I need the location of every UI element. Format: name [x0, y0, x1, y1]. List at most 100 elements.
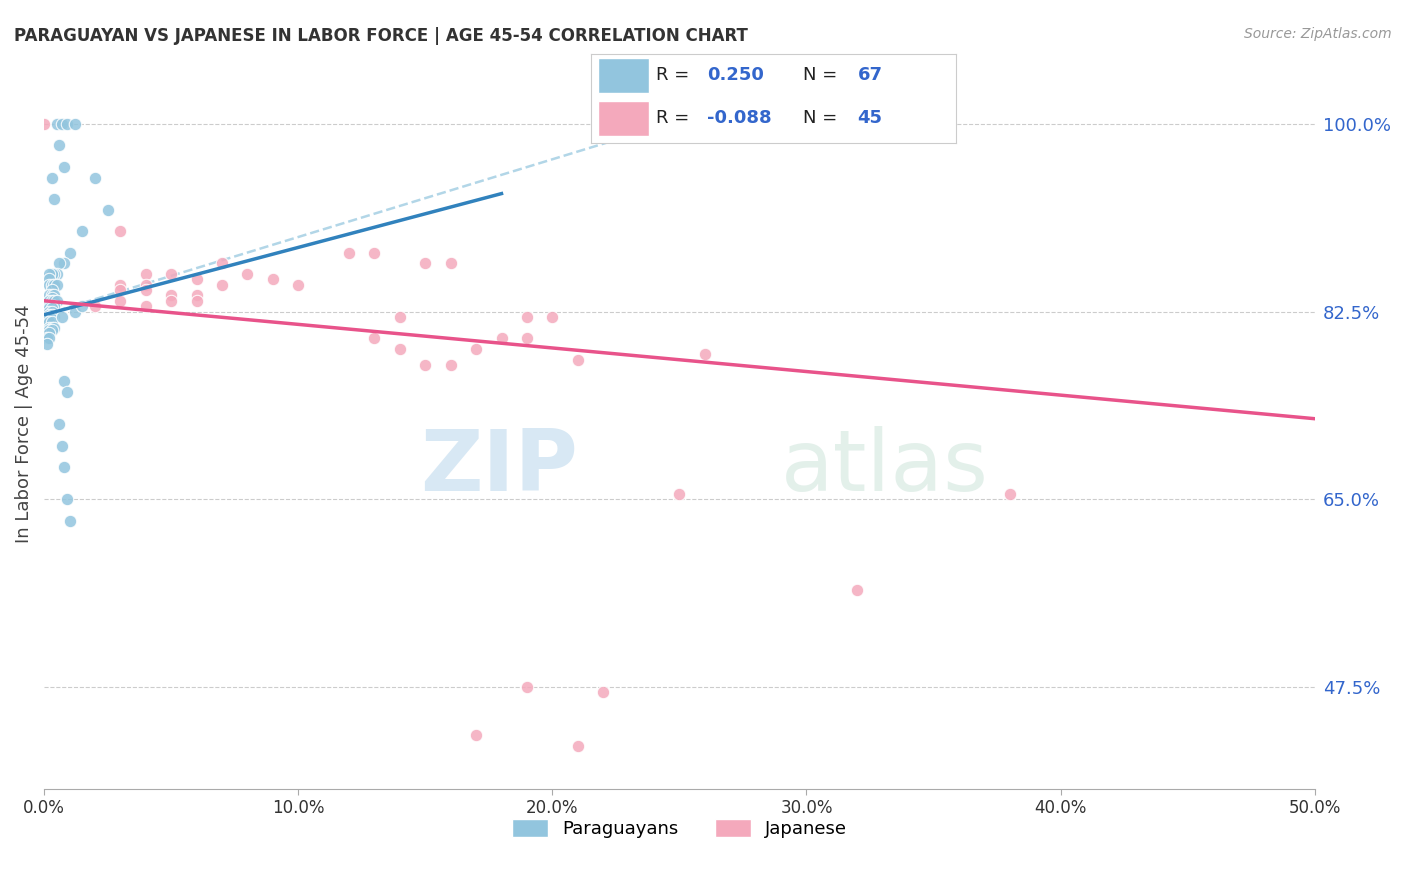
Point [41, 301, 63, 316]
Point [38, 315, 60, 329]
Point [44, 293, 66, 308]
Point [35, 331, 58, 345]
Point [465, 342, 488, 356]
Point [668, 487, 690, 501]
Point [70, 224, 93, 238]
Point [363, 245, 385, 260]
Point [160, 267, 183, 281]
Text: ZIP: ZIP [420, 426, 578, 509]
FancyBboxPatch shape [598, 101, 650, 136]
Point [53, 160, 76, 174]
FancyBboxPatch shape [598, 58, 650, 93]
Point [32, 117, 55, 131]
Point [38, 310, 60, 324]
Text: 0.250: 0.250 [707, 66, 765, 84]
Point [388, 310, 411, 324]
Point [186, 293, 208, 308]
Text: 45: 45 [858, 109, 883, 127]
Point [45, 117, 67, 131]
Point [41, 320, 63, 334]
Point [48, 138, 70, 153]
Point [440, 256, 463, 270]
Point [135, 299, 157, 313]
Point [97, 202, 120, 217]
Point [44, 299, 66, 313]
Point [693, 347, 716, 361]
Point [516, 331, 538, 345]
Point [45, 277, 67, 292]
Point [41, 310, 63, 324]
Point [44, 320, 66, 334]
Point [84, 299, 107, 313]
Point [38, 299, 60, 313]
Y-axis label: In Labor Force | Age 45-54: In Labor Force | Age 45-54 [15, 305, 32, 543]
Point [44, 310, 66, 324]
Point [110, 293, 132, 308]
Point [58, 514, 80, 528]
Point [38, 272, 60, 286]
Point [922, 117, 945, 131]
Point [38, 293, 60, 308]
Point [110, 224, 132, 238]
Point [465, 728, 488, 742]
Point [41, 315, 63, 329]
Text: N =: N = [803, 66, 842, 84]
Point [516, 310, 538, 324]
Point [38, 323, 60, 337]
Point [413, 358, 436, 372]
Text: 67: 67 [858, 66, 883, 84]
Point [135, 283, 157, 297]
Point [63, 304, 86, 318]
Point [41, 291, 63, 305]
Point [38, 312, 60, 326]
Point [53, 256, 76, 270]
Point [38, 308, 60, 322]
Point [56, 117, 79, 131]
Point [48, 417, 70, 431]
Point [211, 277, 233, 292]
Point [41, 308, 63, 322]
Point [56, 492, 79, 507]
Point [56, 384, 79, 399]
Point [592, 685, 614, 699]
Point [135, 277, 157, 292]
Point [63, 117, 86, 131]
Text: R =: R = [657, 109, 696, 127]
Point [51, 438, 73, 452]
Point [41, 283, 63, 297]
Point [38, 301, 60, 316]
Point [41, 288, 63, 302]
Point [388, 342, 411, 356]
Legend: Paraguayans, Japanese: Paraguayans, Japanese [505, 812, 855, 845]
Point [44, 267, 66, 281]
Point [70, 299, 93, 313]
Point [41, 277, 63, 292]
Point [38, 304, 60, 318]
Point [287, 277, 309, 292]
Point [541, 310, 564, 324]
Point [160, 288, 183, 302]
Point [38, 331, 60, 345]
Point [44, 277, 66, 292]
Point [41, 170, 63, 185]
Point [41, 304, 63, 318]
Point [41, 323, 63, 337]
Point [51, 117, 73, 131]
Point [41, 312, 63, 326]
Point [186, 288, 208, 302]
Point [567, 352, 589, 367]
Point [53, 374, 76, 388]
Point [45, 293, 67, 308]
Point [262, 272, 284, 286]
Point [491, 331, 513, 345]
Point [51, 310, 73, 324]
Text: atlas: atlas [782, 426, 988, 509]
Point [41, 293, 63, 308]
Point [135, 267, 157, 281]
Point [363, 331, 385, 345]
Point [48, 256, 70, 270]
Point [38, 320, 60, 334]
Point [41, 299, 63, 313]
Point [516, 680, 538, 694]
Point [110, 277, 132, 292]
